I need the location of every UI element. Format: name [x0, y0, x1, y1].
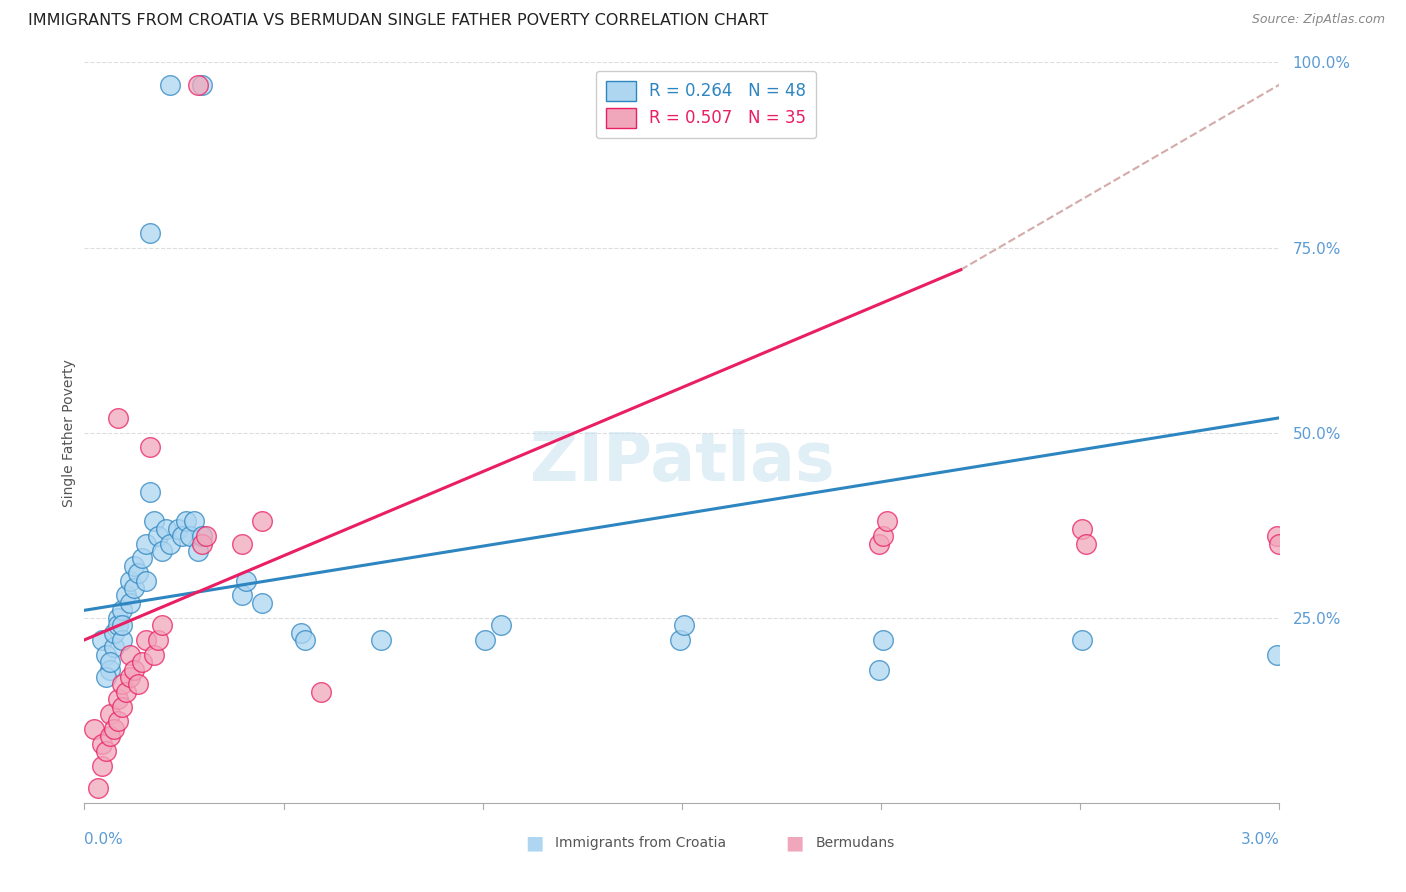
Point — [159, 78, 181, 92]
Point — [87, 780, 110, 795]
Point — [231, 536, 253, 550]
Point — [146, 529, 169, 543]
Point — [231, 589, 253, 603]
Point — [1267, 529, 1289, 543]
Point — [135, 632, 157, 647]
Point — [294, 632, 316, 647]
Point — [120, 648, 142, 662]
Point — [122, 558, 145, 573]
Legend: R = 0.264   N = 48, R = 0.507   N = 35: R = 0.264 N = 48, R = 0.507 N = 35 — [596, 70, 815, 138]
Point — [167, 522, 190, 536]
Point — [139, 441, 162, 455]
Point — [159, 536, 181, 550]
Point — [107, 714, 129, 729]
Point — [115, 685, 138, 699]
Point — [127, 566, 149, 581]
Point — [107, 618, 129, 632]
Point — [672, 618, 695, 632]
Text: Bermudans: Bermudans — [815, 836, 894, 850]
Point — [143, 515, 166, 529]
Point — [489, 618, 512, 632]
Point — [174, 515, 197, 529]
Point — [98, 729, 121, 743]
Point — [150, 544, 173, 558]
Point — [139, 484, 162, 499]
Point — [311, 685, 333, 699]
Point — [98, 663, 121, 677]
Point — [107, 610, 129, 624]
Text: IMMIGRANTS FROM CROATIA VS BERMUDAN SINGLE FATHER POVERTY CORRELATION CHART: IMMIGRANTS FROM CROATIA VS BERMUDAN SING… — [28, 13, 768, 29]
Point — [127, 677, 149, 691]
Point — [139, 226, 162, 240]
Point — [122, 581, 145, 595]
Point — [131, 655, 153, 669]
Point — [96, 670, 118, 684]
Point — [290, 625, 312, 640]
Point — [155, 522, 177, 536]
Text: ■: ■ — [524, 833, 544, 853]
Point — [111, 699, 134, 714]
Point — [135, 536, 157, 550]
Point — [115, 589, 138, 603]
Text: ZIPatlas: ZIPatlas — [530, 429, 834, 495]
Point — [120, 670, 142, 684]
Point — [1071, 632, 1094, 647]
Point — [1076, 536, 1098, 550]
Point — [191, 536, 214, 550]
Point — [83, 722, 105, 736]
Point — [1071, 522, 1094, 536]
Point — [868, 663, 890, 677]
Point — [111, 677, 134, 691]
Point — [868, 536, 890, 550]
Point — [250, 596, 273, 610]
Point — [150, 618, 173, 632]
Text: Immigrants from Croatia: Immigrants from Croatia — [555, 836, 727, 850]
Y-axis label: Single Father Poverty: Single Father Poverty — [62, 359, 76, 507]
Point — [187, 544, 209, 558]
Point — [135, 574, 157, 588]
Point — [235, 574, 257, 588]
Point — [183, 515, 205, 529]
Point — [669, 632, 692, 647]
Point — [250, 515, 273, 529]
Point — [98, 655, 121, 669]
Point — [103, 722, 125, 736]
Point — [1268, 536, 1291, 550]
Text: 3.0%: 3.0% — [1240, 832, 1279, 847]
Point — [96, 648, 118, 662]
Point — [191, 529, 214, 543]
Point — [872, 529, 894, 543]
Text: Source: ZipAtlas.com: Source: ZipAtlas.com — [1251, 13, 1385, 27]
Point — [170, 529, 193, 543]
Text: ■: ■ — [785, 833, 804, 853]
Point — [91, 737, 114, 751]
Point — [98, 706, 121, 721]
Text: 0.0%: 0.0% — [84, 832, 124, 847]
Point — [120, 596, 142, 610]
Point — [131, 551, 153, 566]
Point — [143, 648, 166, 662]
Point — [146, 632, 169, 647]
Point — [111, 618, 134, 632]
Point — [191, 78, 214, 92]
Point — [122, 663, 145, 677]
Point — [474, 632, 496, 647]
Point — [103, 625, 125, 640]
Point — [872, 632, 894, 647]
Point — [194, 529, 217, 543]
Point — [107, 692, 129, 706]
Point — [91, 632, 114, 647]
Point — [103, 640, 125, 655]
Point — [370, 632, 392, 647]
Point — [120, 574, 142, 588]
Point — [111, 603, 134, 617]
Point — [179, 529, 201, 543]
Point — [107, 410, 129, 425]
Point — [876, 515, 898, 529]
Point — [111, 632, 134, 647]
Point — [1267, 648, 1289, 662]
Point — [96, 744, 118, 758]
Point — [91, 758, 114, 772]
Point — [187, 78, 209, 92]
